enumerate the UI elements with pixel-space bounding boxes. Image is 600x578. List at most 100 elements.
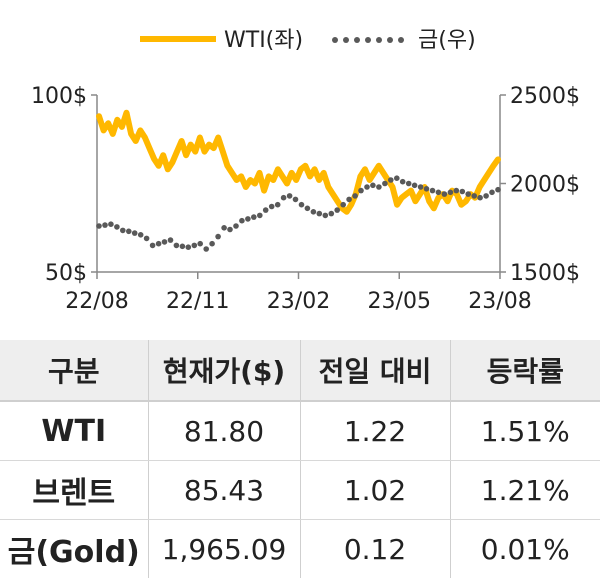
row-label: WTI [0,401,148,461]
left-tick-label: 50$ [45,261,87,286]
gold-series-point [287,193,293,199]
gold-series-point [299,202,305,208]
gold-series-point [340,202,346,208]
gold-series-point [281,195,287,201]
gold-series-point [376,184,382,190]
gold-series-point [430,188,436,194]
gold-series-point [471,193,477,199]
legend-gold-swatch-dot [365,37,371,43]
right-tick-label: 2500$ [510,84,580,109]
change-rate-cell: 1.51% [450,401,600,461]
gold-series-point [352,193,358,199]
x-tick-label: 23/02 [267,289,330,314]
gold-series-point [436,190,442,196]
gold-series-point [120,228,126,234]
gold-series-point [245,216,251,222]
gold-series-point [412,183,418,189]
price-table: 구분 현재가($) 전일 대비 등락률 WTI 81.80 1.22 1.51%… [0,340,600,578]
gold-series-point [329,211,335,217]
header-category: 구분 [0,340,148,401]
table-row: WTI 81.80 1.22 1.51% [0,401,600,461]
change-cell: 0.12 [300,520,450,578]
table-header-row: 구분 현재가($) 전일 대비 등락률 [0,340,600,401]
gold-series-point [424,186,430,192]
gold-series-point [477,195,483,201]
gold-series-point [168,237,174,243]
legend-gold-swatch-dot [343,37,349,43]
gold-series-point [114,224,120,230]
header-change-rate: 등락률 [450,340,600,401]
wti-series-line [99,113,498,212]
gold-series-point [460,189,466,195]
left-tick-label: 100$ [31,84,87,109]
gold-series-point [305,206,311,212]
legend-gold-swatch-dot [387,37,393,43]
x-tick-label: 22/08 [65,289,128,314]
gold-series-point [150,243,156,249]
change-rate-cell: 0.01% [450,520,600,578]
gold-series-point [317,211,323,217]
legend-gold-swatch-dot [398,37,404,43]
header-current-price: 현재가($) [148,340,300,401]
gold-series-point [162,239,168,245]
current-price-cell: 1,965.09 [148,520,300,578]
change-cell: 1.22 [300,401,450,461]
row-label: 금(Gold) [0,520,148,578]
change-cell: 1.02 [300,461,450,520]
legend-gold-label: 금(우) [418,28,476,53]
change-rate-cell: 1.21% [450,461,600,520]
x-tick-label: 23/08 [468,289,531,314]
gold-series-point [132,230,138,236]
table-row: 브렌트 85.43 1.02 1.21% [0,461,600,520]
gold-series-point [346,197,352,203]
right-tick-label: 1500$ [510,261,580,286]
gold-series-point [364,184,370,190]
gold-series-point [108,221,114,227]
gold-series-point [96,223,102,229]
gold-series-point [275,202,281,208]
gold-series-point [454,188,460,194]
gold-series-point [138,232,144,238]
gold-series-point [406,181,412,187]
gold-series-point [174,243,180,249]
gold-series-point [323,213,329,219]
current-price-cell: 81.80 [148,401,300,461]
gold-series-point [358,188,364,194]
gold-series-point [400,179,406,185]
right-tick-label: 2000$ [510,173,580,198]
gold-series-point [186,244,192,250]
gold-series-point [311,209,317,215]
gold-series-point [394,175,400,181]
gold-series-point [448,190,454,196]
gold-series-point [215,234,221,240]
x-tick-label: 23/05 [368,289,431,314]
gold-series-point [334,207,340,213]
table-row: 금(Gold) 1,965.09 0.12 0.01% [0,520,600,578]
gold-series-point [102,222,108,228]
gold-series-point [388,177,394,183]
gold-series-point [465,191,471,197]
gold-series-point [144,236,150,242]
legend-gold-swatch-dot [332,37,338,43]
gold-series-point [156,241,162,247]
gold-series-point [293,197,299,203]
gold-series-point [251,214,257,220]
gold-series-point [489,190,495,196]
gold-series-point [227,227,233,233]
gold-series-point [239,218,245,224]
gold-series-point [180,244,186,250]
gold-series-point [209,241,215,247]
gold-series-point [197,241,203,247]
gold-series-point [483,193,489,199]
gold-series-point [233,223,239,229]
gold-series-point [203,246,209,252]
gold-series-point [382,181,388,187]
gold-series-point [269,204,275,210]
gold-series-point [192,243,198,249]
gold-series-point [257,213,263,219]
gold-series-point [126,229,132,235]
header-change: 전일 대비 [300,340,450,401]
gold-series-point [263,207,269,213]
